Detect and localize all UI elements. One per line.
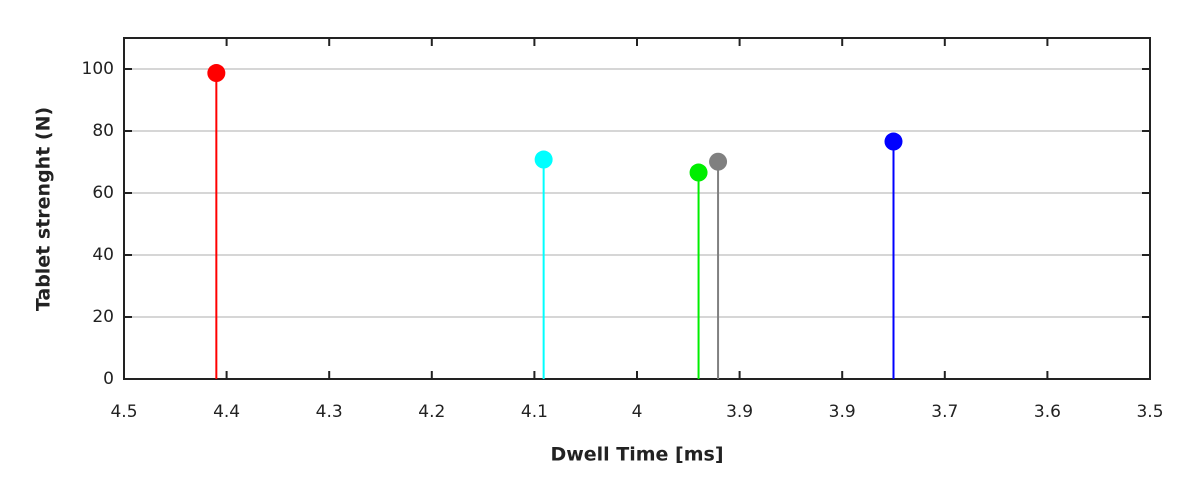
x-tick-label: 4	[632, 402, 643, 422]
stem-marker	[689, 163, 708, 182]
y-tick-label: 80	[92, 121, 114, 141]
y-tick-label: 0	[103, 369, 114, 389]
x-tick-label: 4.3	[316, 402, 343, 422]
stem-marker	[884, 132, 903, 151]
y-tick-label: 40	[92, 245, 114, 265]
plot-frame	[123, 37, 1151, 380]
stem-marker	[207, 64, 226, 83]
x-tick-label: 3.9	[726, 402, 753, 422]
x-tick-label: 3.7	[931, 402, 958, 422]
x-tick-label: 3.5	[1136, 402, 1163, 422]
x-tick-label: 4.4	[213, 402, 240, 422]
y-tick-label: 60	[92, 183, 114, 203]
x-tick-label: 3.9	[829, 402, 856, 422]
x-axis-label: Dwell Time [ms]	[550, 444, 723, 466]
x-tick-label: 4.1	[521, 402, 548, 422]
y-axis-label: Tablet strenght (N)	[33, 107, 55, 311]
y-tick-label: 20	[92, 307, 114, 327]
x-tick-label: 4.2	[418, 402, 445, 422]
stem-marker	[709, 152, 728, 171]
stem-marker	[534, 150, 553, 169]
x-tick-label: 4.5	[110, 402, 137, 422]
y-tick-label: 100	[82, 59, 114, 79]
x-tick-label: 3.6	[1034, 402, 1061, 422]
